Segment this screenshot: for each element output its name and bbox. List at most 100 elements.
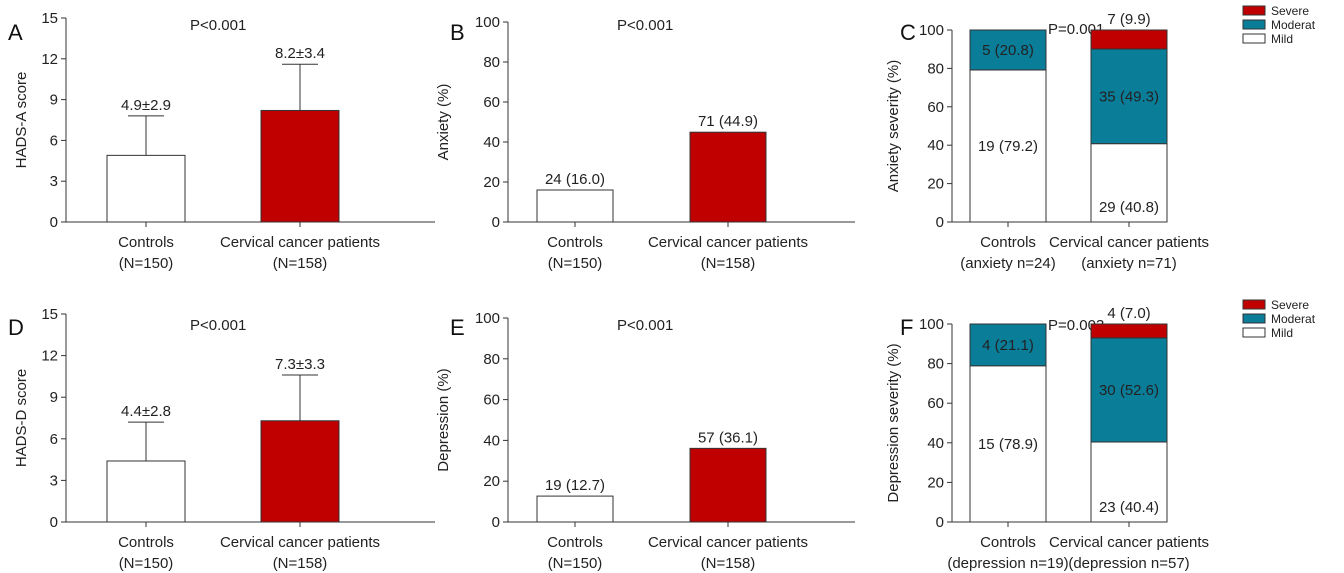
chart-f-segment-label: 23 (40.4) [1099,499,1159,516]
chart-c-segment-severe [1090,29,1168,50]
chart-f-legend-swatch [1242,327,1266,338]
chart-e-y-tick-label: 0 [492,514,500,531]
chart-b-value-label: 24 (16.0) [545,171,605,188]
chart-f-legend-label: Moderat [1271,312,1316,326]
chart-f-category-sublabel: (depression n=19) [947,555,1068,572]
chart-d-value-label: 4.4±2.8 [121,403,171,420]
chart-f-y-tick-label: 80 [927,356,944,373]
chart-f-y-tick-label: 100 [919,316,944,333]
chart-c-segment-label: 19 (79.2) [978,138,1038,155]
chart-f-p-value: P=0.003 [1048,317,1104,334]
chart-c-panel-letter: C [900,20,916,45]
chart-c-segment-moderat [1090,48,1168,145]
chart-a-y-axis-label: HADS-A score [13,72,30,169]
chart-c-category-label: Controls [980,234,1036,251]
chart-a-panel-letter: A [8,20,23,45]
chart-d-category-sublabel: (N=158) [273,555,328,572]
chart-c-segment-label: 5 (20.8) [982,42,1034,59]
chart-b-category-sublabel: (N=158) [701,255,756,272]
chart-f-panel-letter: F [900,315,913,340]
chart-c-category-label: Cervical cancer patients [1049,234,1209,251]
chart-b-category-sublabel: (N=150) [548,255,603,272]
chart-e-y-tick-label: 100 [475,310,500,327]
chart-f-category-label: Cervical cancer patients [1049,534,1209,551]
chart-d-bar [260,420,340,523]
chart-d-panel-letter: D [8,315,24,340]
chart-e-value-label: 19 (12.7) [545,477,605,494]
chart-f-segment-label: 15 (78.9) [978,436,1038,453]
chart-b-value-label: 71 (44.9) [698,113,758,130]
chart-e-category-sublabel: (N=158) [701,555,756,572]
chart-c-segment-label: 7 (9.9) [1107,11,1150,28]
chart-f-y-tick-label: 20 [927,474,944,491]
chart-e-p-value: P<0.001 [617,317,673,334]
chart-d-category-sublabel: (N=150) [119,555,174,572]
chart-a-bar [106,154,186,223]
chart-a-y-tick-label: 15 [41,10,58,27]
chart-d-y-axis-label: HADS-D score [13,369,30,467]
chart-c-legend-label: Mild [1271,32,1293,46]
chart-d-y-tick-label: 3 [50,472,58,489]
chart-b-category-label: Cervical cancer patients [648,234,808,251]
chart-a-y-tick-label: 12 [41,51,58,68]
chart-a-value-label: 8.2±3.4 [275,45,325,62]
chart-a-p-value: P<0.001 [190,17,246,34]
chart-f-legend-label: Severe [1271,298,1309,312]
chart-d-y-tick-label: 9 [50,389,58,406]
chart-e-y-tick-label: 40 [483,432,500,449]
chart-c-p-value: P=0.001 [1048,21,1104,38]
chart-a-category-label: Controls [118,234,174,251]
chart-d-p-value: P<0.001 [190,317,246,334]
chart-a-category-sublabel: (N=150) [119,255,174,272]
chart-f-segment-moderat [969,323,1047,367]
chart-c-segment-label: 29 (40.8) [1099,199,1159,216]
chart-f-category-label: Controls [980,534,1036,551]
chart-d-value-label: 7.3±3.3 [275,356,325,373]
chart-c-y-tick-label: 60 [927,99,944,116]
chart-c-y-tick-label: 20 [927,176,944,193]
chart-f-y-tick-label: 40 [927,435,944,452]
chart-a-category-sublabel: (N=158) [273,255,328,272]
chart-b-bar [689,131,767,223]
chart-d-y-tick-label: 15 [41,306,58,323]
chart-c-segment-moderat [969,29,1047,71]
chart-d-bar [106,460,186,523]
chart-f-segment-severe [1090,323,1168,339]
chart-b-y-axis-label: Anxiety (%) [435,84,452,161]
chart-d-y-tick-label: 0 [50,514,58,531]
chart-c-segment-label: 35 (49.3) [1099,88,1159,105]
chart-c-y-tick-label: 100 [919,22,944,39]
chart-f-category-sublabel: (depression n=57) [1068,555,1189,572]
chart-f-segment-label: 4 (7.0) [1107,305,1150,322]
chart-f-legend-swatch [1242,313,1266,324]
chart-b-category-label: Controls [547,234,603,251]
chart-f-segment-moderat [1090,337,1168,443]
chart-c-y-tick-label: 80 [927,60,944,77]
chart-c-y-tick-label: 40 [927,137,944,154]
chart-f-y-tick-label: 60 [927,395,944,412]
chart-e-category-label: Controls [547,534,603,551]
chart-c-legend-swatch [1242,33,1266,44]
chart-a-y-tick-label: 6 [50,132,58,149]
chart-b-y-tick-label: 40 [483,134,500,151]
chart-f-legend-swatch [1242,299,1266,310]
chart-e-bar [536,495,614,523]
chart-f-segment-mild [969,365,1047,523]
chart-a-bar [260,109,340,223]
chart-b-y-tick-label: 60 [483,94,500,111]
chart-f-y-axis-label: Depression severity (%) [885,343,902,502]
chart-c-category-sublabel: (anxiety n=24) [960,255,1055,272]
chart-e-bar [689,447,767,523]
chart-e-y-tick-label: 80 [483,351,500,368]
chart-c-y-tick-label: 0 [936,214,944,231]
chart-c-y-axis-label: Anxiety severity (%) [885,60,902,193]
chart-e-y-tick-label: 20 [483,473,500,490]
chart-f-segment-mild [1090,441,1168,523]
chart-c-legend-swatch [1242,5,1266,16]
chart-b-p-value: P<0.001 [617,17,673,34]
chart-b-y-tick-label: 20 [483,174,500,191]
chart-b-y-tick-label: 100 [475,14,500,31]
chart-d-y-tick-label: 12 [41,348,58,365]
chart-a-value-label: 4.9±2.9 [121,97,171,114]
chart-d-category-label: Controls [118,534,174,551]
